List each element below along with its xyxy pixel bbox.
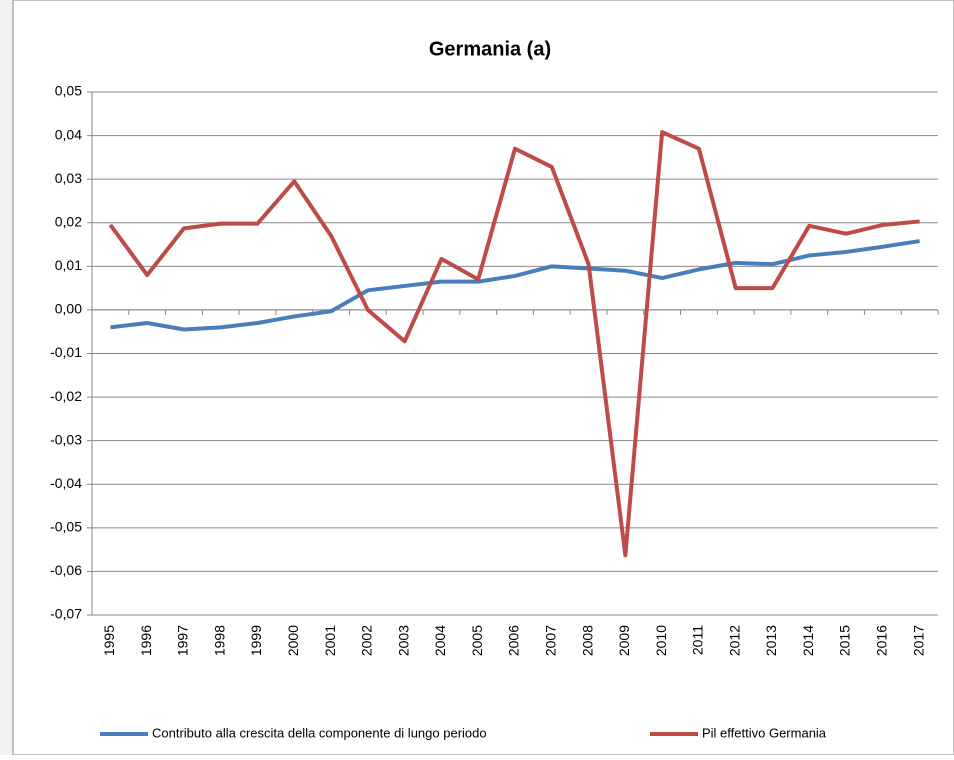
- x-tick-label: 2016: [874, 625, 890, 656]
- x-tick-label: 1996: [138, 625, 154, 656]
- y-tick-label: -0,02: [50, 388, 82, 404]
- x-tick-label: 2009: [616, 625, 632, 656]
- y-tick-label: 0,01: [55, 257, 82, 273]
- series-line: [110, 239, 920, 332]
- x-tick-label: 1998: [211, 625, 227, 656]
- y-tick-label: -0,06: [50, 562, 82, 578]
- x-tick-label: 2006: [506, 625, 522, 656]
- x-tick-label: 1997: [175, 625, 191, 656]
- x-tick-label: 2000: [285, 625, 301, 656]
- x-tick-label: 2004: [432, 625, 448, 656]
- x-tick-label: 2005: [469, 625, 485, 656]
- y-tick-label: 0,03: [55, 170, 82, 186]
- y-tick-label: 0,00: [55, 301, 82, 317]
- x-tick-label: 2002: [359, 625, 375, 656]
- x-tick-label: 2012: [726, 625, 742, 656]
- y-tick-label: -0,04: [50, 475, 82, 491]
- x-tick-label: 1999: [248, 625, 264, 656]
- x-tick-label: 2017: [910, 625, 926, 656]
- chart-area: [12, 0, 954, 756]
- y-tick-label: 0,05: [55, 83, 82, 99]
- x-tick-label: 2007: [542, 625, 558, 656]
- y-tick-label: -0,05: [50, 519, 82, 535]
- y-tick-label: 0,02: [55, 213, 82, 229]
- x-tick-label: 1995: [101, 625, 117, 656]
- x-tick-label: 2014: [800, 625, 816, 656]
- y-tick-label: -0,01: [50, 344, 82, 360]
- chart-title: Germania (a): [429, 38, 551, 60]
- legend-label: Contributo alla crescita della component…: [152, 725, 487, 740]
- series-line: [108, 130, 920, 558]
- y-tick-label: 0,04: [55, 126, 82, 142]
- x-tick-label: 2001: [322, 625, 338, 656]
- x-tick-label: 2011: [690, 625, 706, 655]
- y-tick-label: -0,03: [50, 431, 82, 447]
- x-tick-label: 2010: [653, 625, 669, 656]
- y-tick-label: -0,07: [50, 606, 82, 622]
- x-tick-label: 2008: [579, 625, 595, 656]
- x-tick-label: 2003: [395, 625, 411, 656]
- x-tick-label: 2015: [837, 625, 853, 656]
- legend-label: Pil effettivo Germania: [702, 725, 827, 740]
- x-tick-label: 2013: [763, 625, 779, 656]
